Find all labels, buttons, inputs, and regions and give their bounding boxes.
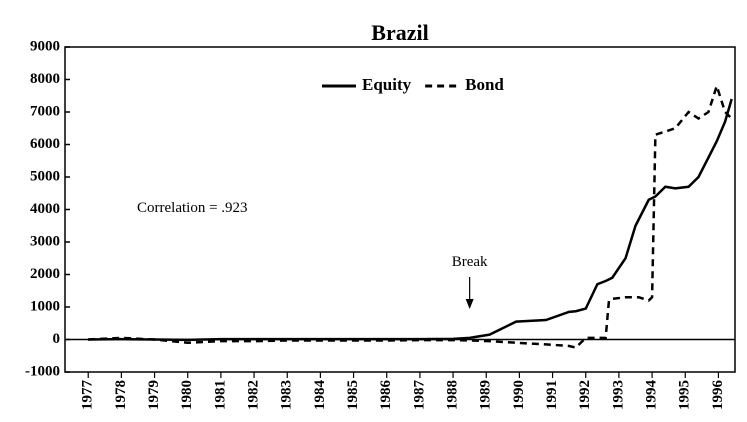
annotation: Break bbox=[452, 254, 488, 270]
x-tick-label: 1979 bbox=[146, 380, 162, 410]
y-tick-label: 3000 bbox=[30, 233, 60, 249]
x-tick-label: 1988 bbox=[445, 380, 461, 410]
x-tick-label: 1992 bbox=[577, 380, 593, 410]
annotation: Correlation = .923 bbox=[137, 200, 248, 216]
x-tick-label: 1981 bbox=[212, 380, 228, 410]
y-tick-label: 2000 bbox=[30, 266, 60, 282]
y-tick-label: 7000 bbox=[30, 103, 60, 119]
legend-label: Equity bbox=[362, 75, 412, 94]
y-tick-label: 5000 bbox=[30, 168, 60, 184]
y-tick-label: 8000 bbox=[30, 71, 60, 87]
x-tick-label: 1995 bbox=[677, 380, 693, 410]
x-tick-label: 1977 bbox=[80, 380, 96, 411]
y-tick-label: 0 bbox=[53, 331, 61, 347]
break-arrowhead bbox=[465, 299, 474, 309]
y-tick-label: 1000 bbox=[30, 298, 60, 314]
x-tick-label: 1996 bbox=[710, 380, 726, 411]
y-tick-label: 6000 bbox=[30, 136, 60, 152]
x-tick-label: 1994 bbox=[644, 380, 660, 411]
chart-title: Brazil bbox=[371, 20, 428, 45]
series-line bbox=[88, 81, 733, 350]
y-tick-label: 9000 bbox=[30, 38, 60, 54]
x-tick-label: 1990 bbox=[511, 380, 527, 410]
x-tick-label: 1978 bbox=[113, 380, 129, 410]
y-tick-label: -1000 bbox=[25, 363, 60, 379]
x-tick-label: 1980 bbox=[179, 380, 195, 410]
x-tick-label: 1983 bbox=[279, 380, 295, 410]
x-tick-label: 1982 bbox=[245, 380, 261, 410]
x-tick-label: 1993 bbox=[610, 380, 626, 410]
x-tick-label: 1984 bbox=[312, 380, 328, 411]
x-tick-label: 1986 bbox=[378, 380, 394, 411]
legend-label: Bond bbox=[465, 75, 504, 94]
x-tick-label: 1991 bbox=[544, 380, 560, 410]
y-tick-label: 4000 bbox=[30, 201, 60, 217]
series-line bbox=[88, 98, 733, 342]
x-tick-label: 1989 bbox=[478, 380, 494, 410]
x-tick-label: 1987 bbox=[411, 380, 427, 411]
x-tick-label: 1985 bbox=[345, 380, 361, 410]
